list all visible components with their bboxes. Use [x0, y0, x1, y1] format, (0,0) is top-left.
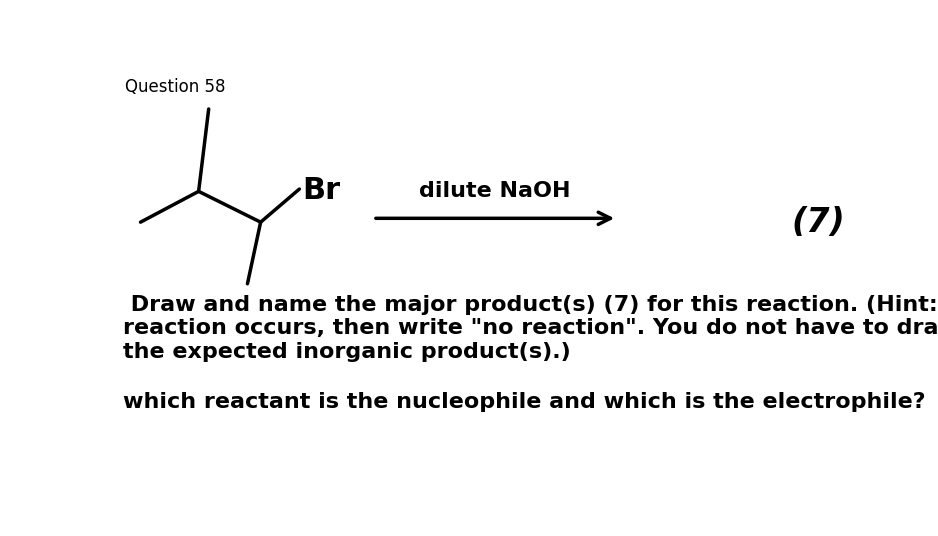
Text: Draw and name the major product(s) (7) for this reaction. (Hint: If no: Draw and name the major product(s) (7) f…: [124, 295, 938, 315]
Text: (7): (7): [792, 206, 845, 239]
Text: reaction occurs, then write "no reaction". You do not have to draw: reaction occurs, then write "no reaction…: [124, 318, 938, 338]
Text: Question 58: Question 58: [125, 78, 225, 96]
Text: which reactant is the nucleophile and which is the electrophile?: which reactant is the nucleophile and wh…: [124, 392, 926, 412]
Text: Br: Br: [302, 176, 340, 205]
Text: the expected inorganic product(s).): the expected inorganic product(s).): [124, 341, 571, 361]
Text: dilute NaOH: dilute NaOH: [419, 181, 571, 202]
